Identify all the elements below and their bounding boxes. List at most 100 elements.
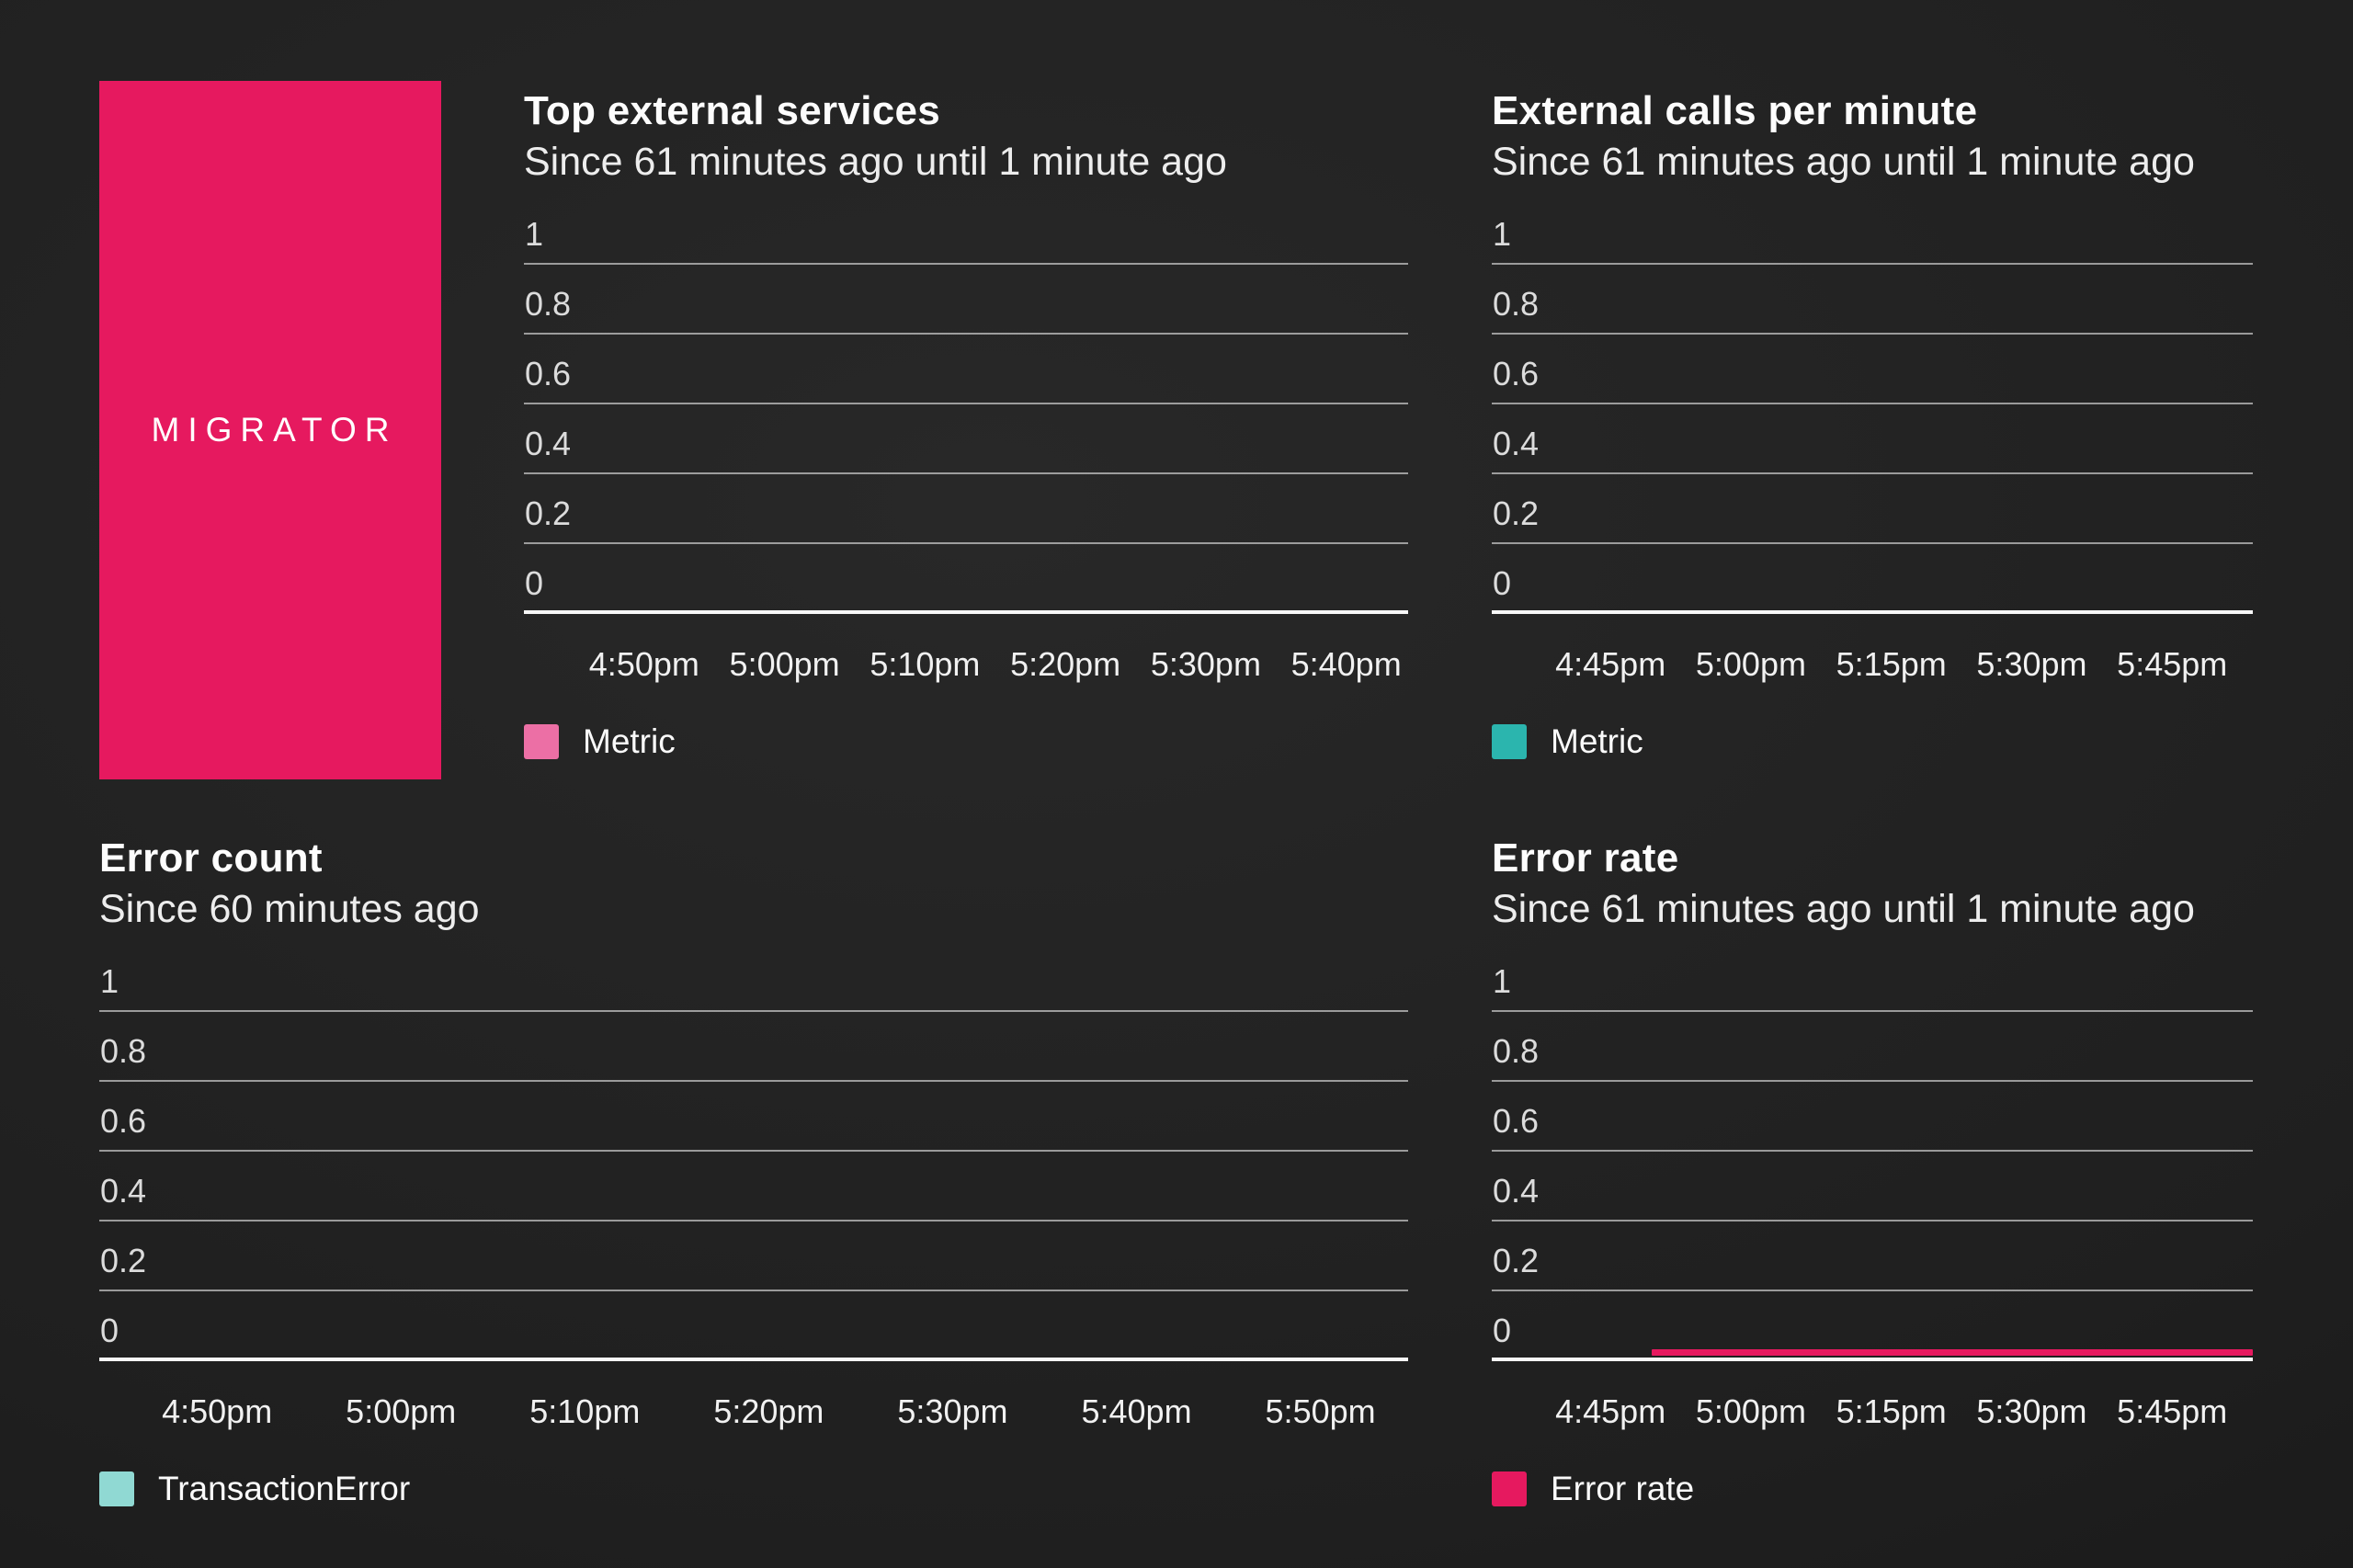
- gridline: [1492, 403, 2253, 404]
- grid-row: 0.8: [1492, 265, 2253, 335]
- chart-panel-external-calls-per-minute[interactable]: External calls per minute Since 61 minut…: [1492, 87, 2253, 761]
- legend-swatch: [1492, 1471, 1527, 1506]
- grid-row: 0.8: [524, 265, 1408, 335]
- chart-plot-area: 1 0.8 0.6 0.4 0.2 0: [1492, 942, 2253, 1361]
- gridline: [1492, 542, 2253, 544]
- y-axis-label: 0.4: [1493, 425, 1540, 462]
- y-axis-label: 1: [1493, 962, 1512, 1000]
- grid-row: 0.4: [1492, 404, 2253, 474]
- chart-legend: Metric: [524, 722, 1408, 761]
- y-axis-label: 0.6: [525, 355, 572, 392]
- x-axis-tick-label: 5:15pm: [1836, 1392, 1947, 1430]
- y-axis-label: 1: [100, 962, 119, 1000]
- x-axis-tick-label: 5:10pm: [870, 645, 981, 683]
- gridline: [524, 403, 1408, 404]
- x-axis-tick-label: 5:30pm: [1150, 645, 1261, 683]
- migrator-brand-tile: MIGRATOR: [99, 81, 441, 779]
- legend-label: TransactionError: [158, 1470, 411, 1507]
- grid-row: 1: [99, 942, 1408, 1012]
- y-axis-label: 0.2: [525, 494, 572, 532]
- gridline: [1492, 263, 2253, 265]
- y-axis-label: 0.2: [1493, 494, 1540, 532]
- legend-item: Error rate: [1492, 1470, 1694, 1508]
- gridline: [1492, 1220, 2253, 1221]
- x-axis-line: [1492, 1358, 2253, 1361]
- legend-swatch: [1492, 724, 1527, 759]
- chart-legend: TransactionError: [99, 1470, 1408, 1508]
- grid-row: 0.2: [1492, 474, 2253, 544]
- y-axis-label: 0.4: [525, 425, 572, 462]
- grid-row: 0.6: [99, 1082, 1408, 1152]
- gridline: [1492, 472, 2253, 474]
- chart-subtitle: Since 60 minutes ago: [99, 887, 480, 931]
- chart-title: Error count: [99, 835, 323, 881]
- y-axis-label: 0.4: [100, 1172, 147, 1210]
- x-axis-tick-label: 5:20pm: [713, 1392, 824, 1430]
- y-axis-label: 0: [525, 564, 544, 602]
- gridline: [99, 1220, 1408, 1221]
- gridline: [524, 472, 1408, 474]
- chart-title: Top external services: [524, 88, 941, 133]
- legend-swatch: [524, 724, 559, 759]
- x-axis-tick-label: 5:00pm: [729, 645, 840, 683]
- x-axis-tick-label: 5:30pm: [897, 1392, 1008, 1430]
- chart-title: External calls per minute: [1492, 88, 1978, 133]
- grid-row: 0: [1492, 1291, 2253, 1361]
- x-axis-tick-label: 5:45pm: [2117, 645, 2228, 683]
- chart-subtitle: Since 61 minutes ago until 1 minute ago: [524, 140, 1227, 184]
- x-axis-ticks: 4:45pm 5:00pm 5:15pm 5:30pm 5:45pm: [1492, 1361, 2253, 1446]
- x-axis-tick-label: 5:10pm: [529, 1392, 641, 1430]
- y-axis-label: 0: [100, 1312, 119, 1349]
- x-axis-tick-label: 5:40pm: [1290, 645, 1402, 683]
- x-axis-tick-label: 5:20pm: [1010, 645, 1121, 683]
- gridline: [524, 263, 1408, 265]
- x-axis-tick-label: 4:50pm: [162, 1392, 273, 1430]
- y-axis-label: 0.6: [1493, 355, 1540, 392]
- grid-row: 0.6: [1492, 335, 2253, 404]
- x-axis-tick-label: 5:30pm: [1976, 645, 2087, 683]
- grid-row: 0.2: [524, 474, 1408, 544]
- chart-plot-area: 1 0.8 0.6 0.4 0.2 0: [99, 942, 1408, 1361]
- x-axis-tick-label: 5:40pm: [1081, 1392, 1192, 1430]
- gridline: [99, 1080, 1408, 1082]
- grid-row: 0.8: [99, 1012, 1408, 1082]
- grid-row: 1: [1492, 942, 2253, 1012]
- grid-row: 0: [99, 1291, 1408, 1361]
- x-axis-line: [99, 1358, 1408, 1361]
- gridline: [99, 1010, 1408, 1012]
- legend-item: Metric: [524, 722, 676, 761]
- grid-row: 0.6: [524, 335, 1408, 404]
- x-axis-ticks: 4:50pm 5:00pm 5:10pm 5:20pm 5:30pm 5:40pm: [524, 614, 1408, 699]
- chart-panel-top-external-services[interactable]: Top external services Since 61 minutes a…: [524, 87, 1408, 761]
- x-axis-tick-label: 5:00pm: [1695, 645, 1806, 683]
- chart-panel-error-count[interactable]: Error count Since 60 minutes ago 1 0.8 0.6…: [99, 835, 1408, 1508]
- chart-plot-area: 1 0.8 0.6 0.4 0.2 0: [1492, 195, 2253, 614]
- legend-label: Metric: [583, 722, 676, 760]
- gridline: [99, 1290, 1408, 1291]
- chart-subtitle: Since 61 minutes ago until 1 minute ago: [1492, 140, 2195, 184]
- y-axis-label: 0.8: [525, 285, 572, 323]
- y-axis-label: 0.6: [100, 1102, 147, 1140]
- chart-panel-error-rate[interactable]: Error rate Since 61 minutes ago until 1 …: [1492, 835, 2253, 1508]
- gridline: [524, 333, 1408, 335]
- legend-item: Metric: [1492, 722, 1643, 761]
- x-axis-line: [1492, 610, 2253, 614]
- chart-title: Error rate: [1492, 835, 1679, 881]
- error-rate-series-line: [1651, 1349, 2253, 1356]
- y-axis-label: 1: [1493, 215, 1512, 253]
- x-axis-tick-label: 5:45pm: [2117, 1392, 2228, 1430]
- x-axis-tick-label: 5:00pm: [1695, 1392, 1806, 1430]
- legend-label: Error rate: [1551, 1470, 1695, 1507]
- grid-row: 0.4: [1492, 1152, 2253, 1221]
- y-axis-label: 0.8: [100, 1032, 147, 1070]
- grid-row: 0: [1492, 544, 2253, 614]
- y-axis-label: 0: [1493, 1312, 1512, 1349]
- grid-row: 0.4: [99, 1152, 1408, 1221]
- chart-plot-area: 1 0.8 0.6 0.4 0.2 0: [524, 195, 1408, 614]
- x-axis-tick-label: 4:45pm: [1555, 1392, 1666, 1430]
- grid-row: 0.2: [99, 1221, 1408, 1291]
- x-axis-ticks: 4:45pm 5:00pm 5:15pm 5:30pm 5:45pm: [1492, 614, 2253, 699]
- gridline: [1492, 1150, 2253, 1152]
- y-axis-label: 0.2: [100, 1242, 147, 1279]
